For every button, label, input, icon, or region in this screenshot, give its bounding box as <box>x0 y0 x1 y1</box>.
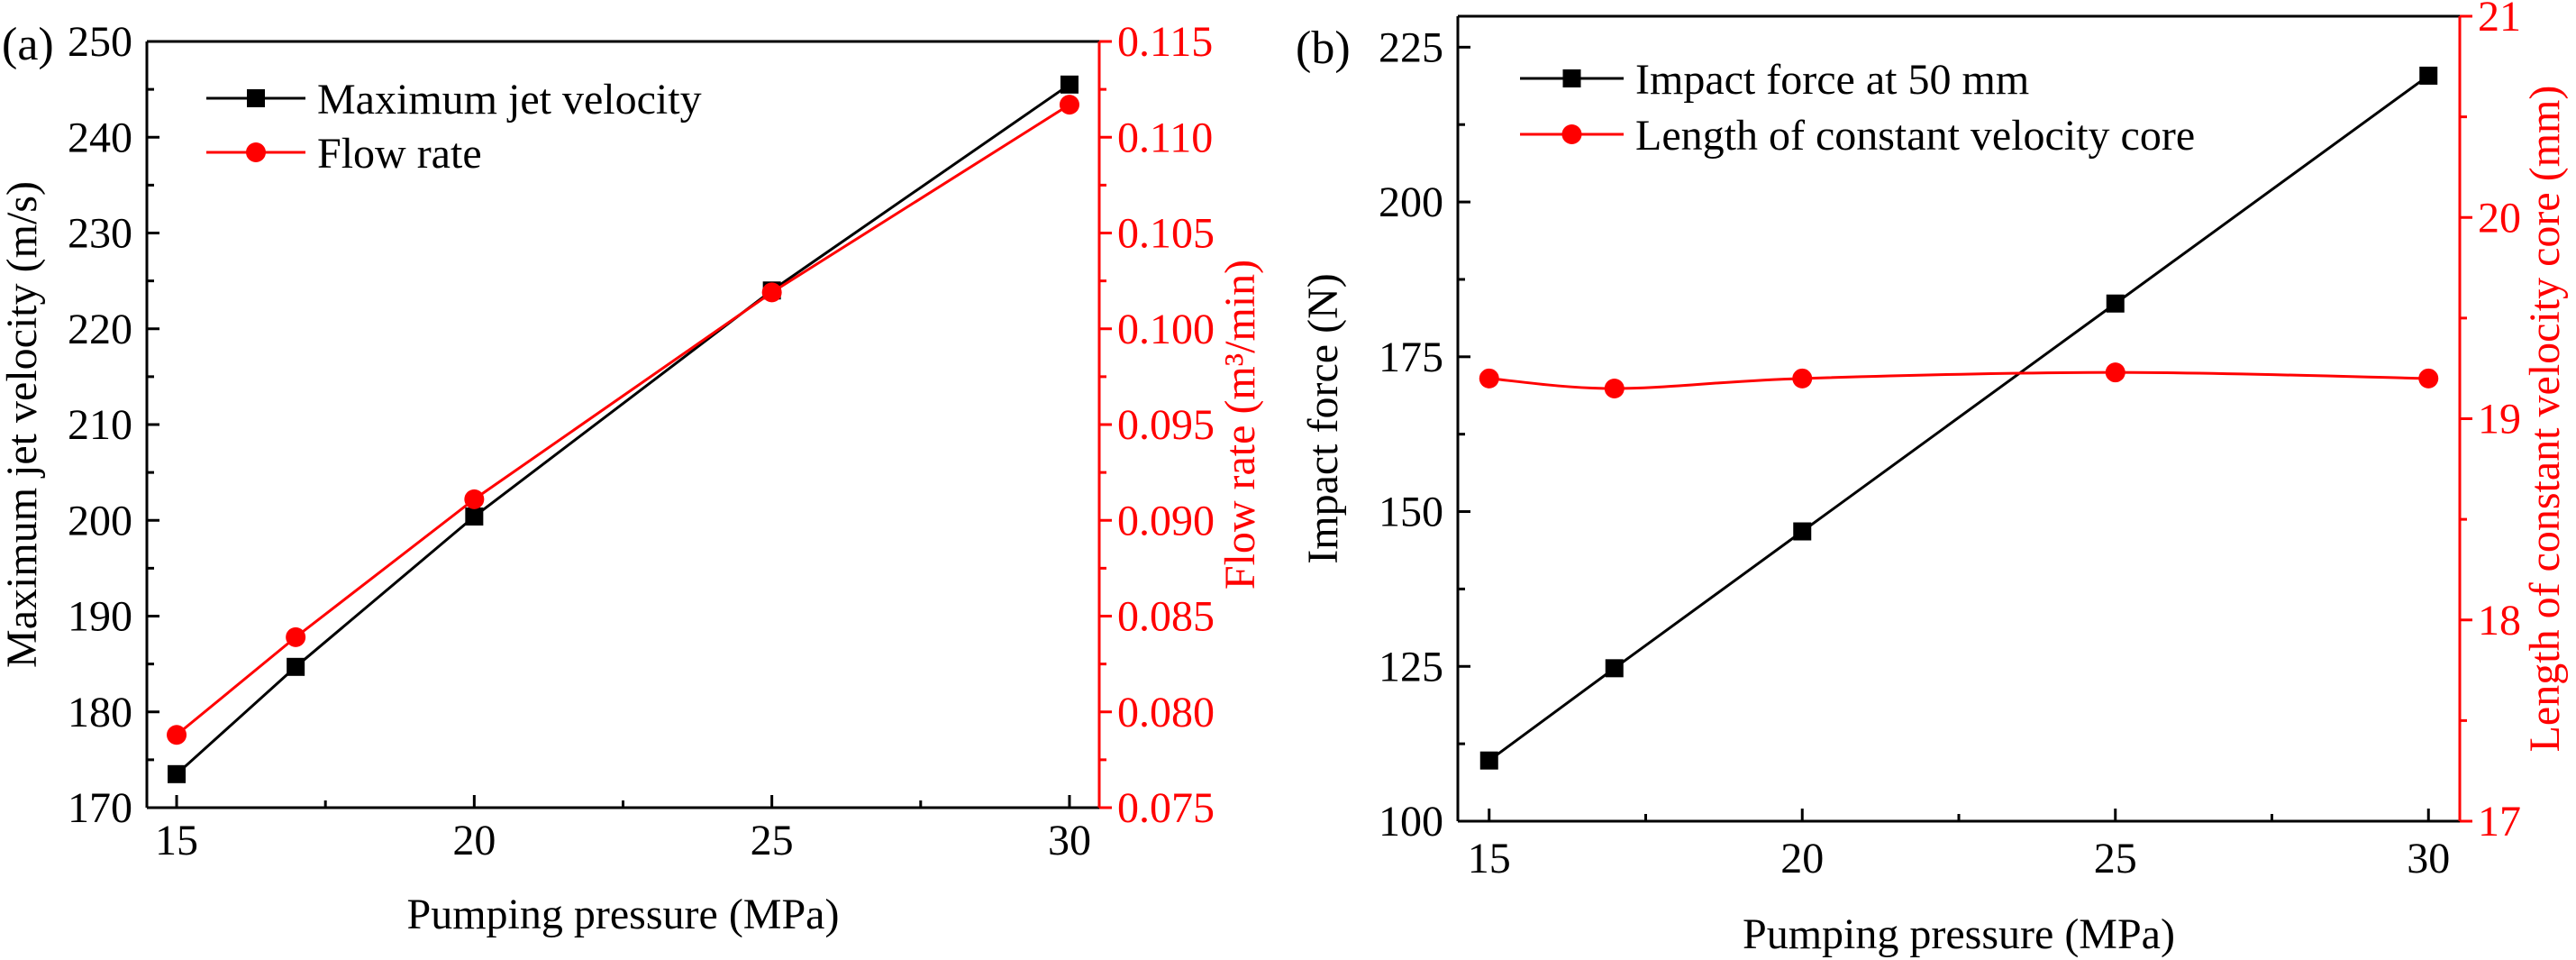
y-tick-label: 170 <box>68 784 132 832</box>
y-axis-title: Maximum jet velocity (m/s) <box>0 181 46 668</box>
x-tick-label: 20 <box>1780 835 1824 882</box>
y2-tick-label: 0.100 <box>1117 306 1215 353</box>
y2-tick-label: 0.085 <box>1117 593 1215 641</box>
legend-marker-square <box>247 89 265 107</box>
series-line-length-of-constant-velocity-core <box>1488 370 2429 390</box>
data-point-flow-rate <box>1059 95 1079 115</box>
series-line-flow-rate <box>176 103 1070 736</box>
y2-tick-label: 0.075 <box>1117 784 1215 832</box>
y-tick-label: 240 <box>68 114 132 161</box>
x-tick-label: 30 <box>2407 835 2450 882</box>
data-point-impact-force-at-50-mm <box>1605 659 1624 678</box>
y-tick-label: 125 <box>1379 643 1443 690</box>
y-tick-label: 220 <box>68 306 132 353</box>
y-tick-label: 230 <box>68 210 132 258</box>
x-tick-label: 25 <box>751 817 794 864</box>
data-point-length-of-constant-velocity-core <box>2105 362 2125 383</box>
x-axis-title: Pumping pressure (MPa) <box>407 891 840 938</box>
data-point-impact-force-at-50-mm <box>1793 522 1812 541</box>
chart-panel-b: 15 20 25 30 100 125 150 175 200 225 17 18 19 20 21 Pump… <box>1296 0 2569 958</box>
y-tick-label: 210 <box>68 401 132 449</box>
data-point-impact-force-at-50-mm <box>1479 751 1498 770</box>
data-point-flow-rate <box>464 489 485 509</box>
data-point-maximum-jet-velocity <box>287 657 305 676</box>
y-axis-title: Impact force (N) <box>1299 273 1347 563</box>
y-tick-label: 180 <box>68 689 132 736</box>
legend-marker-circle <box>246 142 266 162</box>
y-tick-label: 175 <box>1379 334 1443 381</box>
y-tick-label: 250 <box>68 18 132 66</box>
y2-tick-label: 0.090 <box>1117 497 1215 544</box>
y2-tick-label: 0.095 <box>1117 401 1215 449</box>
chart-panel-a: 15 20 25 30 170 180 190 200 210 220 230 240 250 0.075… <box>0 18 1264 938</box>
y2-tick-label: 0.110 <box>1117 114 1213 161</box>
data-point-impact-force-at-50-mm <box>2106 294 2125 313</box>
y-tick-label: 190 <box>68 593 132 641</box>
data-point-flow-rate <box>286 626 306 647</box>
data-point-flow-rate <box>761 282 782 303</box>
panel-label: (a) <box>2 19 54 70</box>
legend-label: Impact force at 50 mm <box>1635 56 2029 104</box>
y2-axis-title: Flow rate (m³/min) <box>1216 260 1264 590</box>
legend-label: Length of constant velocity core <box>1635 112 2195 160</box>
x-tick-label: 30 <box>1048 817 1091 864</box>
data-point-length-of-constant-velocity-core <box>2418 368 2439 389</box>
legend-label: Flow rate <box>317 130 482 178</box>
x-tick-label: 25 <box>2094 835 2137 882</box>
data-point-length-of-constant-velocity-core <box>1604 379 1625 399</box>
data-point-length-of-constant-velocity-core <box>1479 368 1499 389</box>
panel-label: (b) <box>1296 23 1351 74</box>
y2-tick-label: 0.080 <box>1117 689 1215 736</box>
x-axis-title: Pumping pressure (MPa) <box>1743 910 2175 958</box>
y-tick-label: 100 <box>1379 798 1443 846</box>
data-point-maximum-jet-velocity <box>1060 75 1079 94</box>
legend-marker-circle <box>1561 124 1582 144</box>
y2-tick-label: 20 <box>2478 194 2521 242</box>
x-tick-label: 20 <box>452 817 496 864</box>
y2-tick-label: 19 <box>2478 396 2521 443</box>
legend-marker-square <box>1562 69 1581 87</box>
data-point-maximum-jet-velocity <box>168 764 187 783</box>
y-tick-label: 200 <box>1379 178 1443 226</box>
y-tick-label: 150 <box>1379 489 1443 536</box>
data-point-maximum-jet-velocity <box>465 507 484 526</box>
y-tick-label: 225 <box>1379 23 1443 71</box>
y2-tick-label: 18 <box>2478 597 2521 645</box>
data-point-impact-force-at-50-mm <box>2419 66 2438 85</box>
y2-tick-label: 21 <box>2478 0 2521 41</box>
y2-tick-label: 0.115 <box>1117 18 1213 66</box>
y2-tick-label: 17 <box>2478 798 2521 846</box>
y2-axis-title: Length of constant velocity core (mm) <box>2521 86 2569 753</box>
legend-label: Maximum jet velocity <box>317 76 702 123</box>
y-tick-label: 200 <box>68 497 132 544</box>
y2-tick-label: 0.105 <box>1117 210 1215 258</box>
series-line-impact-force-at-50-mm <box>1488 74 2430 762</box>
data-point-flow-rate <box>167 725 187 745</box>
data-point-length-of-constant-velocity-core <box>1792 368 1813 389</box>
x-tick-label: 15 <box>155 817 198 864</box>
x-tick-label: 15 <box>1468 835 1511 882</box>
